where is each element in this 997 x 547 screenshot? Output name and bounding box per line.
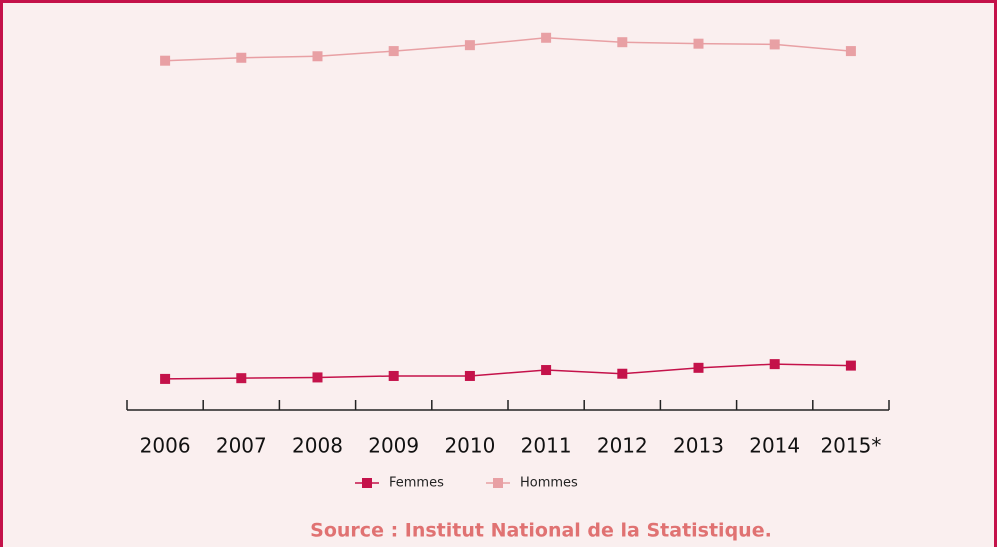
legend-label: Femmes	[389, 476, 444, 491]
x-tick-label: 2013	[673, 434, 724, 458]
x-tick-label: 2014	[749, 434, 800, 458]
point	[160, 373, 171, 384]
point	[312, 51, 323, 62]
x-tick-label: 2009	[368, 434, 419, 458]
point	[617, 37, 628, 48]
point	[845, 46, 856, 57]
point	[236, 52, 247, 63]
x-tick-label: 2006	[140, 434, 191, 458]
x-tick-label: 2012	[597, 434, 648, 458]
legend-label: Hommes	[520, 476, 578, 491]
x-tick-label: 2015*	[820, 434, 881, 458]
legend-marker	[493, 478, 503, 488]
x-tick-label: 2007	[216, 434, 267, 458]
point	[464, 40, 475, 51]
point	[236, 373, 247, 384]
series-line	[165, 363, 851, 380]
point	[693, 362, 704, 373]
point	[388, 370, 399, 381]
point	[160, 55, 171, 66]
point	[388, 46, 399, 57]
point	[693, 38, 704, 49]
point	[464, 370, 475, 381]
point	[769, 39, 780, 50]
series-line	[165, 37, 851, 62]
source: Source : Institut National de la Statist…	[310, 520, 772, 542]
x-tick-label: 2010	[444, 434, 495, 458]
point	[312, 372, 323, 383]
legend-marker	[362, 478, 372, 488]
point	[845, 360, 856, 371]
point	[541, 365, 552, 376]
point	[769, 359, 780, 370]
point	[617, 368, 628, 379]
x-tick-label: 2011	[521, 434, 572, 458]
x-tick-label: 2008	[292, 434, 343, 458]
point	[541, 32, 552, 43]
